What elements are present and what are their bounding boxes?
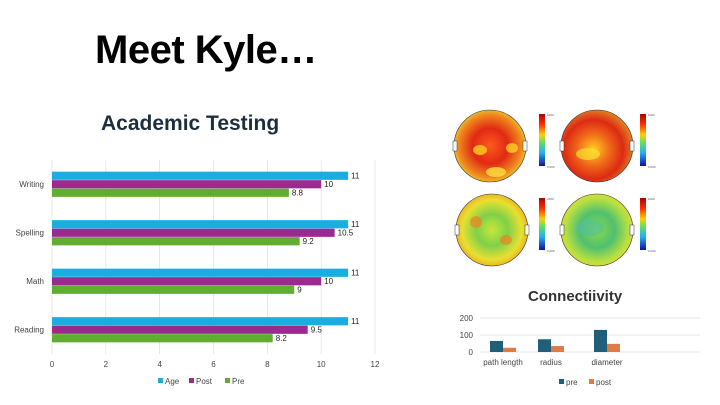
legend-swatch (158, 378, 163, 383)
academic-chart-title: Academic Testing (101, 112, 280, 135)
scale-top-label-1: 1000 (547, 113, 554, 117)
x-tick-label: 12 (371, 360, 380, 369)
slide-title: Meet Kyle… (95, 28, 317, 72)
brain-map-2 (559, 109, 646, 183)
data-label: 10 (324, 277, 333, 286)
data-label: 9 (297, 285, 302, 294)
data-label: 9.2 (303, 237, 315, 246)
bar-pre (538, 339, 551, 352)
legend-swatch (589, 379, 594, 384)
legend-swatch (225, 378, 230, 383)
color-scale-2 (640, 114, 646, 166)
category-label: diameter (591, 358, 622, 367)
legend-label: post (596, 378, 612, 387)
scale-bottom-label-4: 0.000 (648, 249, 656, 253)
y-tick-label: 0 (469, 348, 474, 357)
data-label: 11 (351, 220, 360, 229)
x-tick-label: 2 (104, 360, 109, 369)
bar-age (52, 268, 349, 277)
color-scale-3 (539, 198, 545, 250)
x-tick-label: 8 (265, 360, 270, 369)
data-label: 10 (324, 180, 333, 189)
bar-post (607, 343, 620, 352)
legend-label: pre (566, 378, 578, 387)
data-label: 8.2 (276, 334, 288, 343)
scale-top-label-3: 1000 (547, 197, 554, 201)
legend-label: Age (165, 377, 180, 386)
scale-bottom-label-1: 0.000 (547, 165, 555, 169)
brain-map-4 (559, 193, 646, 267)
brain-maps-panel: 1000 0.000 1000 0.000 1000 0.000 1000 0.… (452, 109, 656, 267)
bar-pre (52, 188, 289, 197)
y-tick-label: 100 (460, 331, 474, 340)
x-tick-label: 10 (317, 360, 326, 369)
academic-testing-chart: 0 2 4 6 8 10 12Writing11108.8Spelling1110.59.2… (14, 160, 380, 386)
bar-post (52, 325, 308, 334)
bar-pre (490, 340, 503, 352)
bar-pre (52, 285, 295, 294)
bar-age (52, 220, 349, 229)
legend-label: Post (196, 377, 213, 386)
legend-label: Pre (232, 377, 245, 386)
bar-post (52, 228, 335, 237)
bar-pre (52, 237, 300, 246)
color-scale-4 (640, 198, 646, 250)
data-label: 10.5 (338, 228, 354, 237)
x-tick-label: 6 (211, 360, 216, 369)
bar-pre (52, 334, 273, 343)
scale-bottom-label-3: 0.000 (547, 249, 555, 253)
data-label: 9.5 (311, 325, 323, 334)
bar-pre (594, 329, 607, 352)
brain-map-3 (454, 193, 545, 267)
bar-post (551, 346, 564, 352)
category-label: Math (26, 277, 44, 286)
category-label: radius (540, 358, 562, 367)
x-tick-label: 4 (157, 360, 162, 369)
category-label: path length (483, 358, 523, 367)
data-label: 11 (351, 171, 360, 180)
data-label: 11 (351, 317, 360, 326)
bar-post (52, 180, 322, 189)
legend-swatch (189, 378, 194, 383)
category-label: Reading (14, 325, 44, 334)
scale-top-label-4: 1000 (648, 197, 655, 201)
category-label: Writing (19, 180, 44, 189)
bar-post (52, 277, 322, 286)
legend-swatch (559, 379, 564, 384)
data-label: 8.8 (292, 188, 304, 197)
data-label: 11 (351, 268, 360, 277)
bar-age (52, 317, 349, 326)
connectivity-chart: 0 100 200 path length radius diameter pre post (460, 314, 700, 387)
scale-top-label-2: 1000 (648, 113, 655, 117)
bar-post (503, 347, 516, 352)
connectivity-chart-title: Connectiivity (528, 288, 623, 305)
color-scale-1 (539, 114, 545, 166)
bar-age (52, 171, 349, 180)
brain-map-1 (452, 109, 545, 183)
category-label: Spelling (16, 228, 44, 237)
x-tick-label: 0 (50, 360, 55, 369)
scale-bottom-label-2: 0.000 (648, 165, 656, 169)
y-tick-label: 200 (460, 314, 474, 323)
